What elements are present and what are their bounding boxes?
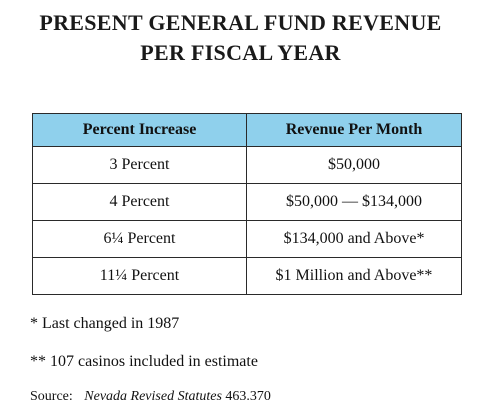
source-citation: Source: Nevada Revised Statutes 463.370: [30, 388, 271, 406]
header-revenue-per-month: Revenue Per Month: [246, 113, 462, 147]
table-row: 3 Percent $50,000: [32, 146, 462, 184]
footnote-casinos: ** 107 casinos included in estimate: [30, 353, 258, 370]
source-statute: Nevada Revised Statutes: [84, 389, 222, 404]
footnote-last-changed: * Last changed in 1987: [30, 315, 180, 332]
table-row: 6¼ Percent $134,000 and Above*: [32, 220, 462, 258]
table-row: 11¼ Percent $1 Million and Above**: [32, 257, 462, 295]
table-row: 4 Percent $50,000 — $134,000: [32, 183, 462, 221]
revenue-cell: $50,000 — $134,000: [246, 183, 462, 221]
title-line-1: PRESENT GENERAL FUND REVENUE: [39, 10, 442, 35]
source-section: 463.370: [225, 389, 271, 404]
percent-cell: 6¼ Percent: [32, 220, 247, 258]
table-header-row: Percent Increase Revenue Per Month: [32, 113, 462, 147]
revenue-table: Percent Increase Revenue Per Month 3 Per…: [32, 113, 462, 295]
title-line-2: PER FISCAL YEAR: [140, 40, 341, 65]
percent-cell: 3 Percent: [32, 146, 247, 184]
percent-cell: 4 Percent: [32, 183, 247, 221]
revenue-cell: $1 Million and Above**: [246, 257, 462, 295]
percent-cell: 11¼ Percent: [32, 257, 247, 295]
source-label: Source:: [30, 389, 73, 404]
revenue-cell: $50,000: [246, 146, 462, 184]
revenue-cell: $134,000 and Above*: [246, 220, 462, 258]
page-title: PRESENT GENERAL FUND REVENUE PER FISCAL …: [0, 8, 481, 68]
header-percent-increase: Percent Increase: [32, 113, 247, 147]
